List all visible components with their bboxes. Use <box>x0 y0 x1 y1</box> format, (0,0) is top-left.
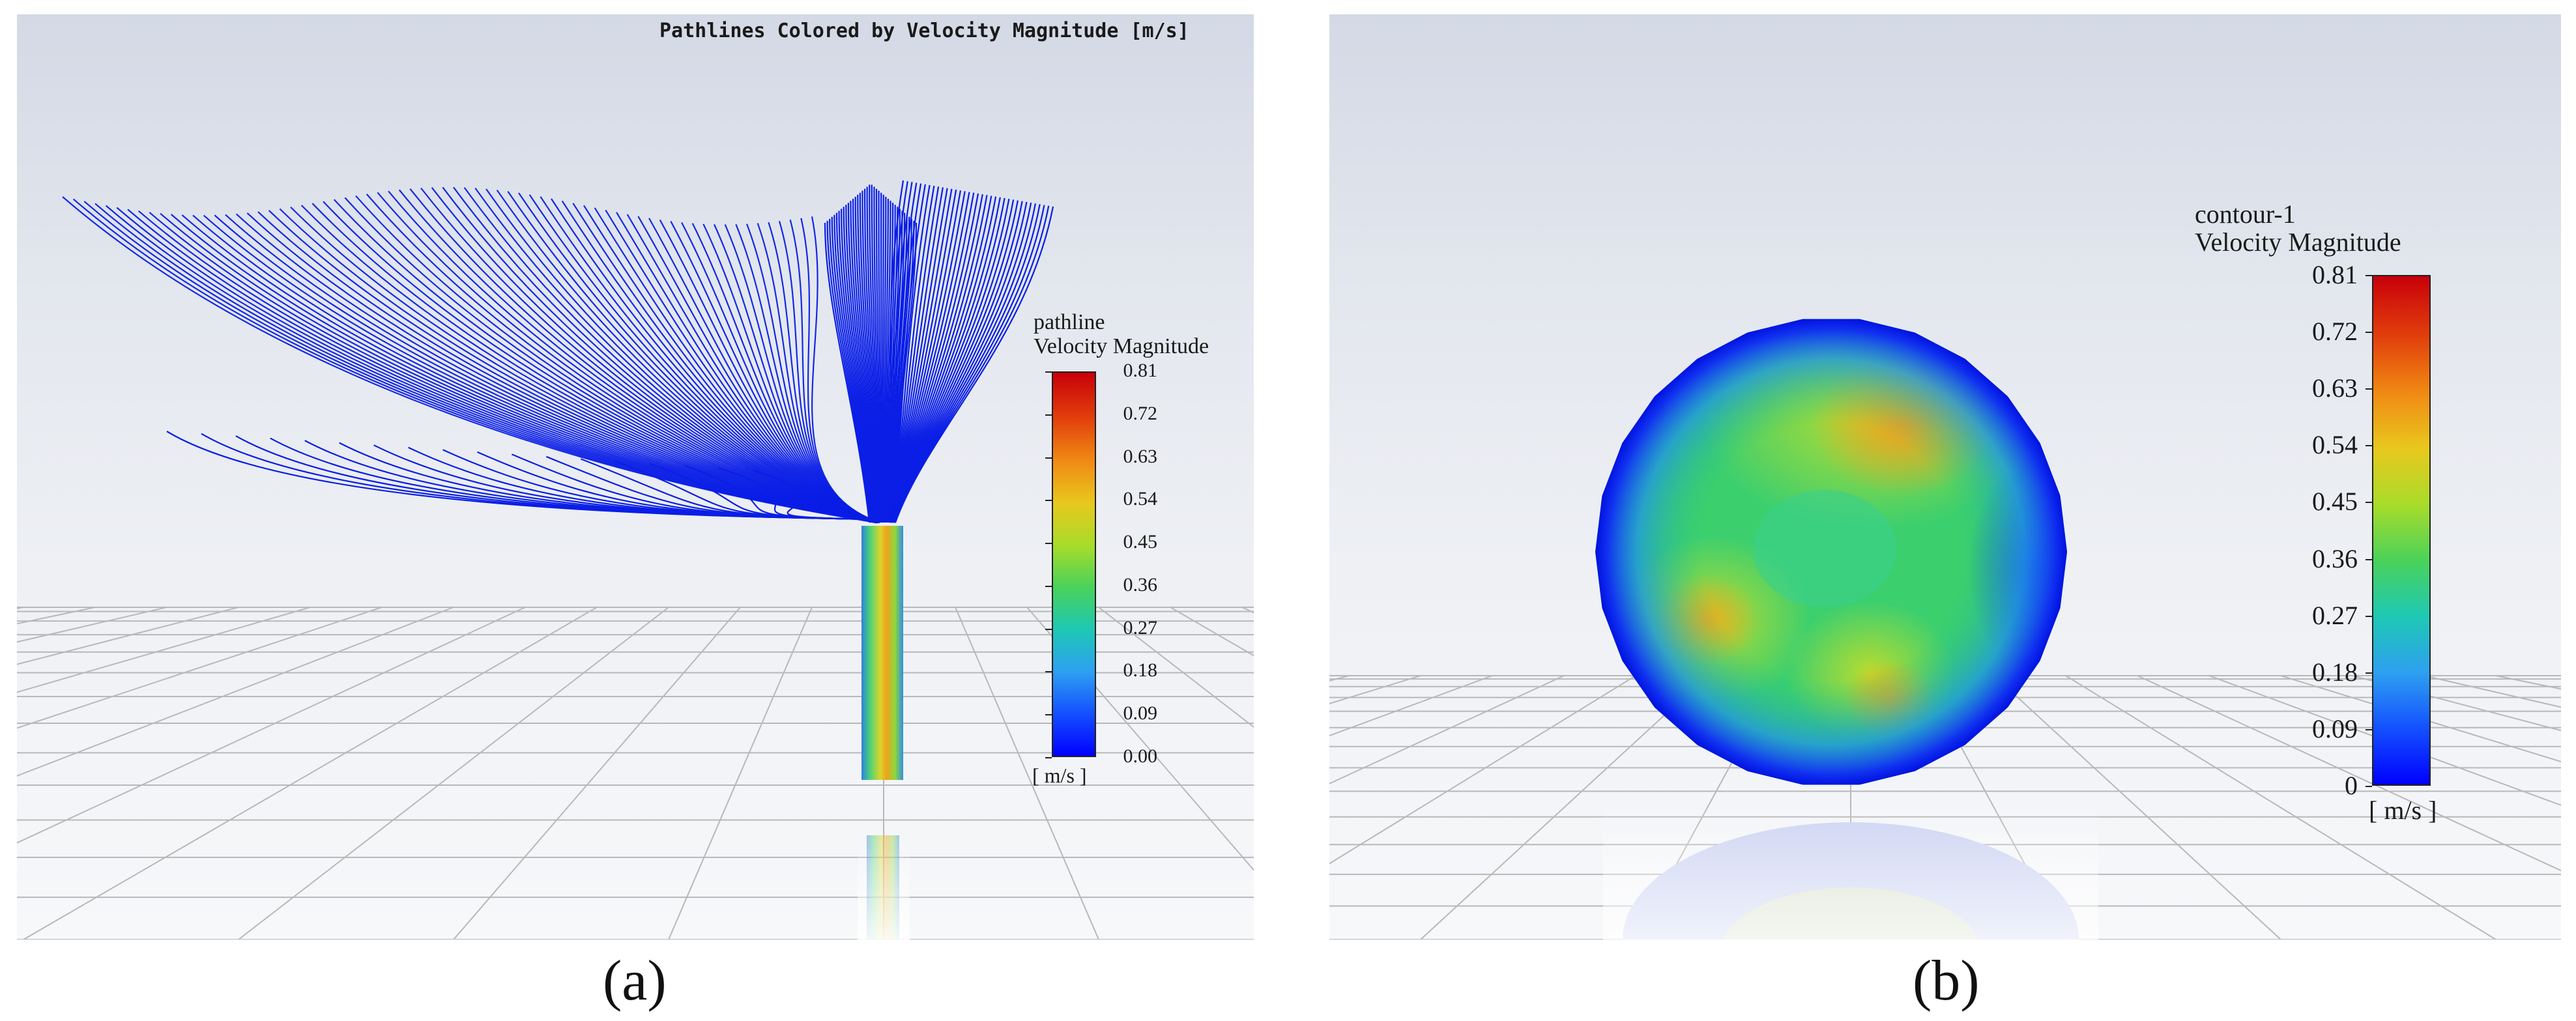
colorbar-tick-mark <box>2366 558 2372 560</box>
colorbar-tick-label: 0.00 <box>1123 745 1158 767</box>
colorbar-tick-label: 0.81 <box>1123 360 1158 381</box>
colorbar-tick-mark <box>2366 786 2372 787</box>
nozzle-pipe <box>861 526 903 780</box>
colorbar-tick-label: 0.63 <box>1123 445 1158 467</box>
colorbar-tick-label: 0.63 <box>2312 373 2358 403</box>
colorbar-tick-label: 0.27 <box>1123 616 1158 639</box>
colorbar-tick-mark <box>1045 628 1052 630</box>
colorbar-tick-mark <box>2366 332 2372 334</box>
colorbar-tick-mark <box>2366 502 2372 504</box>
legend-a-line2: Velocity Magnitude <box>1034 334 1209 358</box>
colorbar-tick-mark <box>2366 615 2372 617</box>
colorbar-tick-label: 0.72 <box>1123 402 1158 424</box>
colorbar-tick-mark <box>1045 714 1052 716</box>
pathline-scene <box>17 180 1254 940</box>
colorbar-tick-label: 0.36 <box>1123 573 1158 596</box>
legend-a-line1: pathline <box>1034 310 1105 334</box>
colorbar-tick-label: 0.27 <box>2312 600 2358 630</box>
colorbar-tick-mark <box>1045 543 1052 545</box>
panel-b-label: (b) <box>1913 949 1980 1013</box>
colorbar-tick-mark <box>2366 445 2372 447</box>
colorbar-tick-label: 0.45 <box>1123 531 1158 553</box>
contour-panel: contour-1 Velocity Magnitude 0.81 0.72 0.6… <box>1329 14 2561 940</box>
contour-scene <box>1329 319 2561 940</box>
colorbar-tick-label: 0.81 <box>2312 260 2358 289</box>
colorbar-tick-label: 0.36 <box>2312 543 2358 573</box>
colorbar-tick-label: 0.18 <box>1123 659 1158 682</box>
pathline-panel: Pathlines Colored by Velocity Magnitude … <box>17 14 1254 940</box>
legend-b-line1: contour-1 <box>2195 199 2296 229</box>
floor-grid <box>17 607 1254 940</box>
colorbar-tick-mark <box>1045 585 1052 587</box>
colorbar-tick-mark <box>2366 388 2372 390</box>
colorbar-tick-label: 0.45 <box>2312 487 2358 517</box>
reflection-fade <box>858 835 910 940</box>
legend-a-title: pathline Velocity Magnitude <box>1034 310 1209 358</box>
colorbar-tick-mark <box>2366 728 2372 730</box>
colorbar-tick-label: 0.54 <box>1123 488 1158 510</box>
colorbar-tick-mark <box>1045 500 1052 502</box>
panel-a-title: Pathlines Colored by Velocity Magnitude … <box>659 20 1189 42</box>
colorbar-tick-label: 0.72 <box>2312 317 2358 347</box>
colorbar-tick-mark <box>1045 457 1052 459</box>
colorbar-tick-label: 0.09 <box>1123 702 1158 725</box>
disc-reflection <box>1603 809 2098 940</box>
legend-b-unit: [ m/s ] <box>2369 796 2437 825</box>
legend-b-title: contour-1 Velocity Magnitude <box>2195 199 2401 257</box>
colorbar-tick-mark <box>1045 757 1052 758</box>
colorbar-tick-mark <box>1045 371 1052 373</box>
colorbar-tick-label: 0 <box>2345 771 2358 800</box>
colorbar-tick-mark <box>1045 671 1052 673</box>
colorbar-b <box>2372 275 2431 786</box>
colorbar-tick-mark <box>1045 414 1052 416</box>
colorbar-a <box>1052 371 1096 757</box>
colorbar-tick-label: 0.09 <box>2312 713 2358 743</box>
pathlines <box>62 180 1054 524</box>
velocity-contour-disc <box>1595 319 2067 785</box>
colorbar-tick-mark <box>2366 672 2372 674</box>
panel-a-label: (a) <box>603 949 667 1013</box>
colorbar-tick-label: 0.18 <box>2312 657 2358 687</box>
colorbar-tick-mark <box>2366 275 2372 276</box>
legend-b-line2: Velocity Magnitude <box>2195 227 2401 257</box>
colorbar-tick-label: 0.54 <box>2312 430 2358 460</box>
legend-a-unit: [ m/s ] <box>1032 764 1087 787</box>
